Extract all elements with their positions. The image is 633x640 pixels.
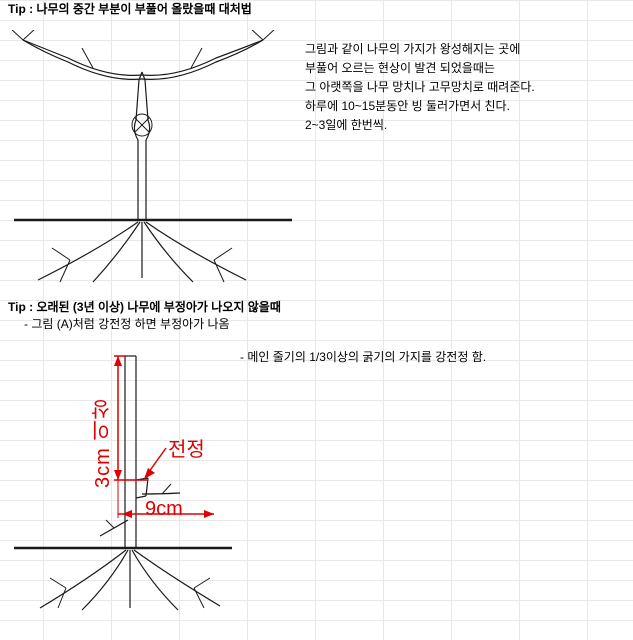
- desc-line: 그림과 같이 나무의 가지가 왕성해지는 곳에: [305, 40, 535, 59]
- section-tip-2: Tip : 오래된 (3년 이상) 나무에 부정아가 나오지 않을때 - 그림 …: [0, 298, 633, 638]
- desc-line: 하루에 10~15분동안 빙 둘러가면서 친다.: [305, 97, 535, 116]
- label-prune: 전정: [168, 433, 205, 462]
- tip2-sub: - 그림 (A)처럼 강전정 하면 부정아가 나옴: [0, 315, 633, 332]
- desc-line: 부풀어 오르는 현상이 발견 되었을때는: [305, 59, 535, 78]
- page-content: Tip : 나무의 중간 부분이 부풀어 올랐을때 대처법: [0, 0, 633, 638]
- desc-line: 2~3일에 한번씩.: [305, 116, 535, 135]
- label-3cm: 3cm 이상: [88, 368, 117, 488]
- tip2-heading: Tip : 오래된 (3년 이상) 나무에 부정아가 나오지 않을때: [0, 298, 633, 315]
- tree2-diagram-wrap: 3cm 이상 9cm 전정: [10, 338, 240, 628]
- desc-line: 그 아랫쪽을 나무 망치나 고무망치로 때려준다.: [305, 78, 535, 97]
- tip1-description: 그림과 같이 나무의 가지가 왕성해지는 곳에 부풀어 오르는 현상이 발견 되…: [305, 40, 535, 135]
- tree2-diagram: [10, 338, 240, 628]
- tip1-heading: Tip : 나무의 중간 부분이 부풀어 올랐을때 대처법: [0, 0, 633, 17]
- section-tip-1: Tip : 나무의 중간 부분이 부풀어 올랐을때 대처법: [0, 0, 633, 298]
- tree1-diagram: [8, 30, 298, 290]
- tip2-note: - 메인 줄기의 1/3이상의 굵기의 가지를 강전정 함.: [240, 348, 486, 365]
- label-9cm: 9cm: [145, 498, 183, 521]
